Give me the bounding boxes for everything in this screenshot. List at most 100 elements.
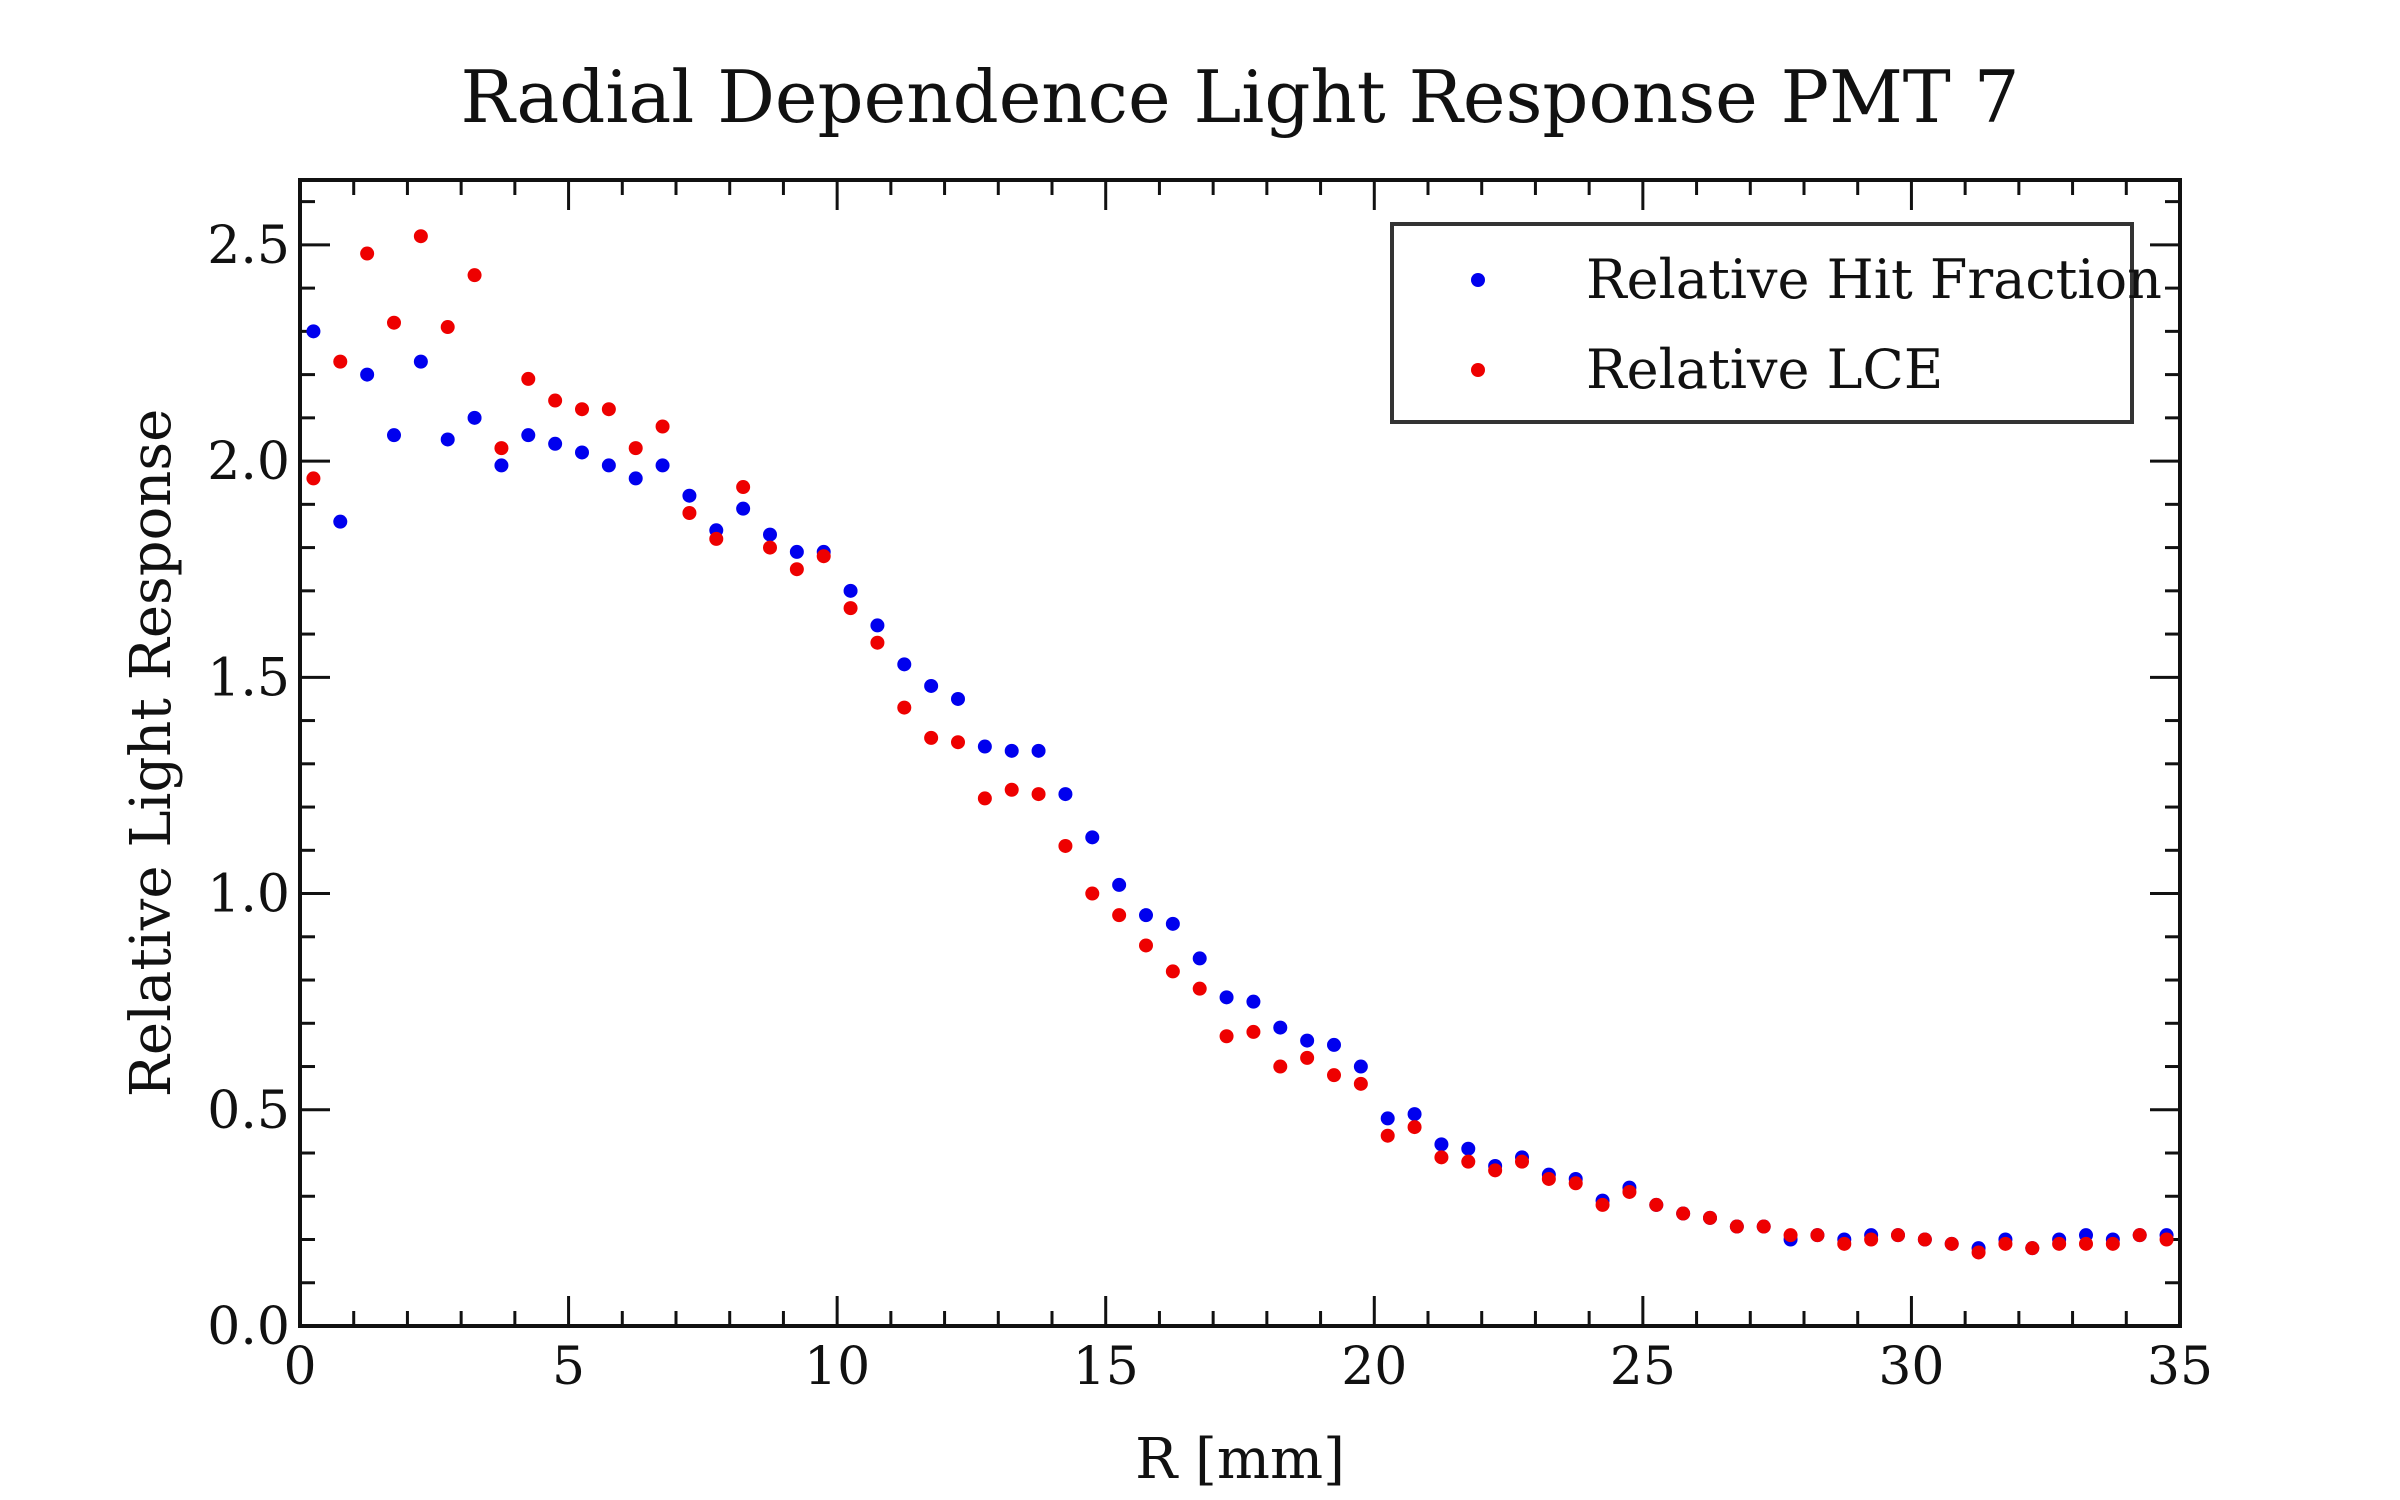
point-lce <box>1246 1024 1261 1039</box>
point-hit-fraction <box>655 458 670 473</box>
point-lce <box>521 371 536 386</box>
point-lce <box>2159 1232 2174 1247</box>
point-lce <box>1891 1228 1905 1243</box>
point-lce <box>548 393 563 408</box>
point-lce <box>440 320 455 335</box>
point-lce <box>1273 1059 1288 1074</box>
point-hit-fraction <box>387 428 401 443</box>
y-tick-label: 0.5 <box>207 1081 290 1141</box>
point-lce <box>1407 1120 1422 1135</box>
point-hit-fraction <box>1273 1020 1288 1035</box>
point-lce <box>1380 1128 1395 1143</box>
point-lce <box>951 735 965 750</box>
point-hit-fraction <box>1058 787 1073 802</box>
point-hit-fraction <box>1300 1033 1315 1048</box>
point-lce <box>1944 1236 1959 1251</box>
axis-ticks <box>298 180 2182 1328</box>
point-hit-fraction <box>1192 951 1207 966</box>
point-lce <box>1676 1206 1691 1221</box>
x-tick-label: 20 <box>1341 1337 1407 1397</box>
point-hit-fraction <box>1246 994 1261 1009</box>
point-lce <box>843 601 858 616</box>
point-lce <box>387 315 401 330</box>
point-lce <box>360 246 375 261</box>
point-lce <box>575 402 589 417</box>
x-tick-label: 25 <box>1610 1337 1676 1397</box>
y-tick-label: 0.0 <box>207 1297 290 1357</box>
point-hit-fraction <box>1112 877 1127 892</box>
point-hit-fraction <box>789 544 804 559</box>
point-lce <box>1219 1029 1234 1044</box>
point-hit-fraction <box>1085 830 1100 845</box>
point-lce <box>1353 1076 1368 1091</box>
point-lce <box>2079 1236 2093 1251</box>
point-lce <box>789 562 804 577</box>
point-hit-fraction <box>1004 743 1019 758</box>
point-lce <box>333 354 348 369</box>
point-lce <box>1703 1210 1717 1225</box>
legend-label-lce: Relative LCE <box>1586 338 1943 401</box>
x-tick-label: 10 <box>804 1337 870 1397</box>
point-lce <box>1541 1171 1556 1186</box>
point-lce <box>1971 1245 1986 1260</box>
point-lce <box>306 471 321 486</box>
point-lce <box>1515 1154 1529 1169</box>
point-lce <box>1192 981 1207 996</box>
x-axis-label: R [mm] <box>1135 1427 1345 1492</box>
point-hit-fraction <box>1407 1107 1422 1122</box>
point-lce <box>601 402 616 417</box>
point-lce <box>977 791 992 806</box>
x-tick-label: 15 <box>1073 1337 1139 1397</box>
point-lce <box>1729 1219 1744 1234</box>
point-lce <box>413 229 428 244</box>
point-hit-fraction <box>628 471 643 486</box>
y-axis-label: Relative Light Response <box>119 409 184 1097</box>
point-lce <box>1864 1232 1879 1247</box>
point-hit-fraction <box>333 514 348 529</box>
point-hit-fraction <box>521 428 536 443</box>
point-lce <box>1434 1150 1449 1165</box>
point-hit-fraction <box>736 501 751 516</box>
point-hit-fraction <box>977 739 992 754</box>
y-tick-label: 1.5 <box>207 648 290 708</box>
point-hit-fraction <box>360 367 375 382</box>
point-lce <box>1165 964 1180 979</box>
x-tick-label: 5 <box>552 1337 585 1397</box>
point-lce <box>494 441 509 456</box>
point-lce <box>816 549 831 564</box>
point-hit-fraction <box>440 432 455 447</box>
point-lce <box>2052 1236 2067 1251</box>
point-hit-fraction <box>413 354 428 369</box>
x-tick-label: 30 <box>1878 1337 1944 1397</box>
point-lce <box>1595 1197 1610 1212</box>
point-hit-fraction <box>1327 1037 1341 1052</box>
point-lce <box>1139 938 1153 953</box>
point-hit-fraction <box>682 488 697 503</box>
point-lce <box>1058 838 1073 853</box>
legend-box <box>1390 222 2134 424</box>
point-lce <box>682 505 697 520</box>
point-lce <box>1810 1228 1825 1243</box>
point-lce <box>1917 1232 1932 1247</box>
x-tick-label: 35 <box>2147 1337 2213 1397</box>
point-lce <box>1756 1219 1771 1234</box>
point-lce <box>1085 886 1100 901</box>
point-hit-fraction <box>951 691 965 706</box>
point-lce <box>1327 1068 1341 1083</box>
point-hit-fraction <box>1353 1059 1368 1074</box>
point-lce <box>709 531 724 546</box>
point-lce <box>2025 1241 2040 1256</box>
point-hit-fraction <box>1139 908 1153 923</box>
point-hit-fraction <box>763 527 777 542</box>
point-hit-fraction <box>897 657 912 672</box>
point-lce <box>736 480 751 495</box>
point-hit-fraction <box>494 458 509 473</box>
point-lce <box>2105 1236 2120 1251</box>
point-hit-fraction <box>1031 743 1046 758</box>
point-hit-fraction <box>548 436 563 451</box>
point-lce <box>870 635 885 650</box>
point-hit-fraction <box>601 458 616 473</box>
point-lce <box>1622 1184 1637 1199</box>
y-tick-label: 2.5 <box>207 216 290 276</box>
legend: Relative Hit Fraction Relative LCE <box>1390 222 2162 424</box>
